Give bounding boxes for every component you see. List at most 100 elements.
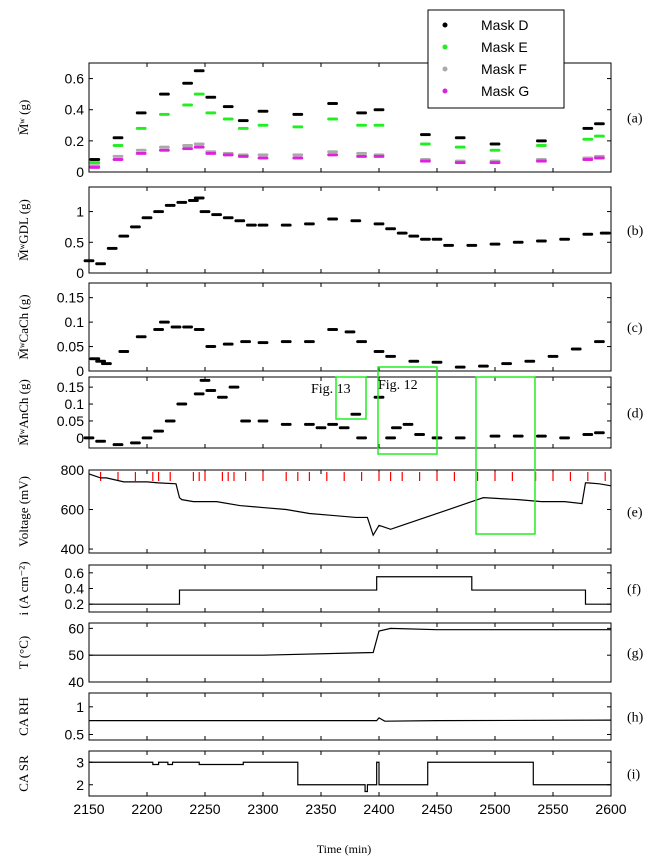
data-point: [590, 158, 594, 162]
y-axis-label: M̄ʷCaCh (g): [16, 294, 31, 359]
panel-label: (e): [627, 506, 643, 521]
data-point: [213, 389, 217, 393]
data-point: [439, 436, 443, 440]
data-point: [381, 154, 385, 158]
data-point: [311, 422, 315, 426]
data-point: [346, 426, 350, 430]
data-point: [288, 223, 292, 227]
series-a-1: [89, 92, 605, 165]
legend-entry: Mask D: [481, 17, 528, 33]
panel-e-frame: [88, 469, 612, 554]
data-point: [335, 153, 338, 157]
data-point: [224, 395, 228, 399]
panel-d: 00.050.10.15 M̄ʷAnCh (g) (d): [16, 376, 644, 449]
legend-entry: Mask F: [481, 61, 527, 77]
y-tick-label: 0.2: [65, 133, 85, 149]
panel-h: 0.5 1 CA RH (h): [16, 692, 644, 742]
data-point: [190, 81, 193, 85]
data-point: [543, 139, 547, 143]
data-point: [381, 349, 385, 353]
y-tick-label: 400: [61, 541, 85, 557]
x-tick-label: 2200: [131, 801, 162, 817]
data-point: [120, 154, 124, 158]
panel-b-frame: [88, 186, 612, 274]
panel-label: (a): [627, 112, 643, 127]
y-axis-label: CA SR: [16, 755, 31, 792]
data-point: [601, 340, 605, 344]
panel-c-frame: [88, 282, 612, 372]
data-point: [201, 392, 205, 396]
data-point: [230, 153, 234, 157]
y-axis-label: T (°C): [16, 636, 31, 669]
data-point: [578, 347, 582, 351]
data-point: [335, 150, 338, 154]
data-point: [416, 234, 420, 238]
data-point: [91, 436, 95, 440]
data-point: [364, 436, 367, 440]
data-point: [497, 148, 501, 152]
y-tick-label: 3: [76, 754, 84, 770]
data-point: [172, 419, 176, 423]
data-point: [404, 231, 408, 235]
data-point: [190, 147, 193, 151]
data-point: [143, 335, 147, 339]
data-point: [300, 153, 304, 157]
data-point: [201, 92, 205, 96]
y-tick-label: 2: [76, 777, 84, 793]
data-point: [497, 161, 501, 165]
data-point: [364, 340, 367, 344]
data-point: [509, 362, 512, 366]
data-point: [149, 216, 153, 220]
legend-marker: [442, 66, 448, 72]
data-point: [97, 158, 101, 162]
data-point: [114, 246, 118, 250]
data-point: [381, 222, 385, 226]
data-point: [393, 436, 396, 440]
panel-i-frame: [88, 750, 612, 797]
panel-f-frame: [88, 564, 612, 613]
data-point: [462, 136, 466, 140]
y-tick-label: 600: [61, 502, 85, 518]
y-tick-label: 0: [76, 265, 84, 281]
fig13-box: [335, 376, 367, 420]
panel-f: 0.20.40.6 i (A cm⁻²) (f): [16, 561, 641, 615]
data-point: [265, 153, 269, 157]
data-point: [497, 142, 501, 146]
data-point: [120, 136, 124, 140]
x-tick-label: 2500: [479, 801, 510, 817]
panel-h-frame: [88, 692, 612, 741]
data-point: [381, 123, 385, 127]
legend-marker: [442, 22, 448, 28]
data-point: [213, 151, 217, 155]
data-point: [543, 434, 547, 438]
data-point: [590, 126, 594, 130]
legend: Mask D Mask E Mask F Mask G: [427, 9, 565, 109]
data-point: [213, 95, 217, 99]
data-point: [462, 161, 466, 165]
data-point: [532, 359, 536, 363]
y-tick-label: 0: [76, 430, 84, 446]
data-point: [103, 262, 106, 266]
data-point: [364, 154, 367, 158]
panel-e: 400 600 800 Voltage (mV) (e): [16, 462, 643, 557]
data-point: [190, 144, 193, 148]
series-a-3: [89, 145, 605, 169]
panel-label: (b): [627, 224, 644, 239]
data-point: [288, 340, 292, 344]
data-point: [213, 111, 217, 115]
data-point: [311, 340, 315, 344]
legend-entry: Mask E: [481, 39, 528, 55]
data-point: [172, 203, 176, 207]
series-g-0: [89, 627, 611, 656]
fig13-label: Fig. 13: [311, 382, 351, 397]
series-line: [89, 627, 611, 656]
legend-entry: Mask G: [481, 83, 529, 99]
data-point: [166, 320, 170, 324]
data-point: [166, 145, 170, 149]
series-f-0: [89, 576, 611, 605]
panel-b: 0 0.5 1 M̄ʷGDL (g) (b): [16, 186, 644, 281]
y-tick-label: 0.15: [57, 290, 84, 306]
data-point: [300, 125, 304, 129]
data-point: [381, 108, 385, 112]
panel-label: (g): [627, 647, 644, 662]
